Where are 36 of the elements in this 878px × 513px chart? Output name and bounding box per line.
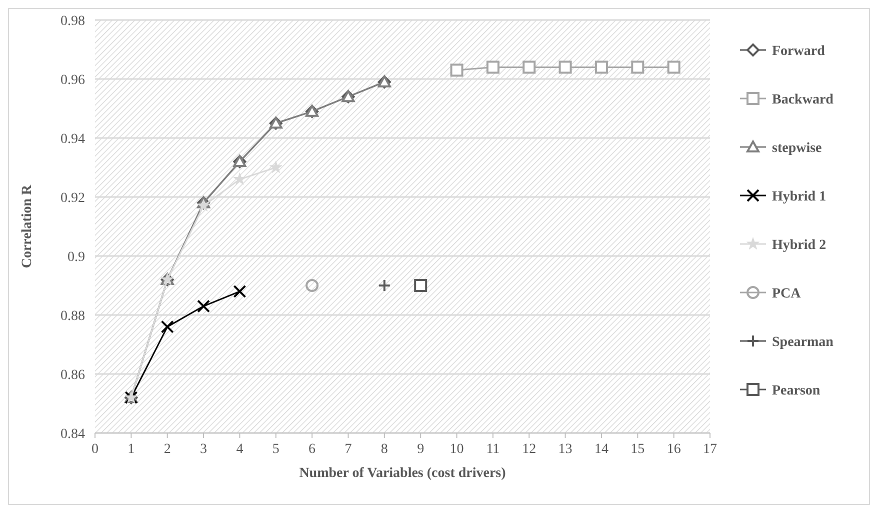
- x-tick-label: 16: [666, 442, 681, 457]
- legend-label: PCA: [772, 286, 802, 302]
- x-tick-label: 5: [272, 442, 280, 457]
- x-axis-title: Number of Variables (cost drivers): [299, 466, 506, 481]
- x-tick-label: 1: [128, 442, 135, 457]
- legend-label: Hybrid 1: [772, 189, 826, 204]
- x-tick-label: 15: [630, 442, 645, 457]
- x-tick-label: 6: [308, 442, 316, 457]
- legend-label: Hybrid 2: [772, 238, 826, 253]
- x-tick-label: 12: [522, 442, 536, 457]
- x-tick-label: 7: [344, 442, 352, 457]
- x-tick-label: 8: [380, 442, 388, 457]
- y-tick-label: 0.86: [60, 368, 85, 383]
- legend-label: Backward: [772, 92, 834, 108]
- x-tick-label: 11: [486, 442, 500, 457]
- x-tick-label: 10: [450, 442, 464, 457]
- y-tick-label: 0.96: [60, 72, 85, 88]
- x-tick-label: 3: [200, 442, 208, 457]
- x-tick-label: 4: [236, 442, 244, 457]
- legend-label: stepwise: [772, 140, 822, 156]
- y-tick-label: 0.88: [60, 308, 85, 324]
- legend-label: Spearman: [772, 334, 834, 350]
- x-tick-label: 17: [703, 442, 717, 457]
- x-tick-label: 9: [417, 442, 424, 457]
- x-tick-label: 2: [164, 442, 171, 457]
- y-tick-label: 0.98: [60, 14, 85, 29]
- legend-label: Pearson: [772, 383, 820, 398]
- y-axis-title: Correlation R: [20, 184, 35, 268]
- x-tick-label: 0: [92, 442, 98, 457]
- x-tick-label: 13: [558, 442, 572, 457]
- y-tick-label: 0.84: [60, 426, 85, 442]
- y-tick-label: 0.92: [60, 190, 85, 206]
- legend-label: Forward: [772, 44, 826, 59]
- x-tick-label: 14: [594, 442, 608, 457]
- y-tick-label: 0.9: [68, 250, 85, 265]
- y-tick-label: 0.94: [60, 132, 85, 147]
